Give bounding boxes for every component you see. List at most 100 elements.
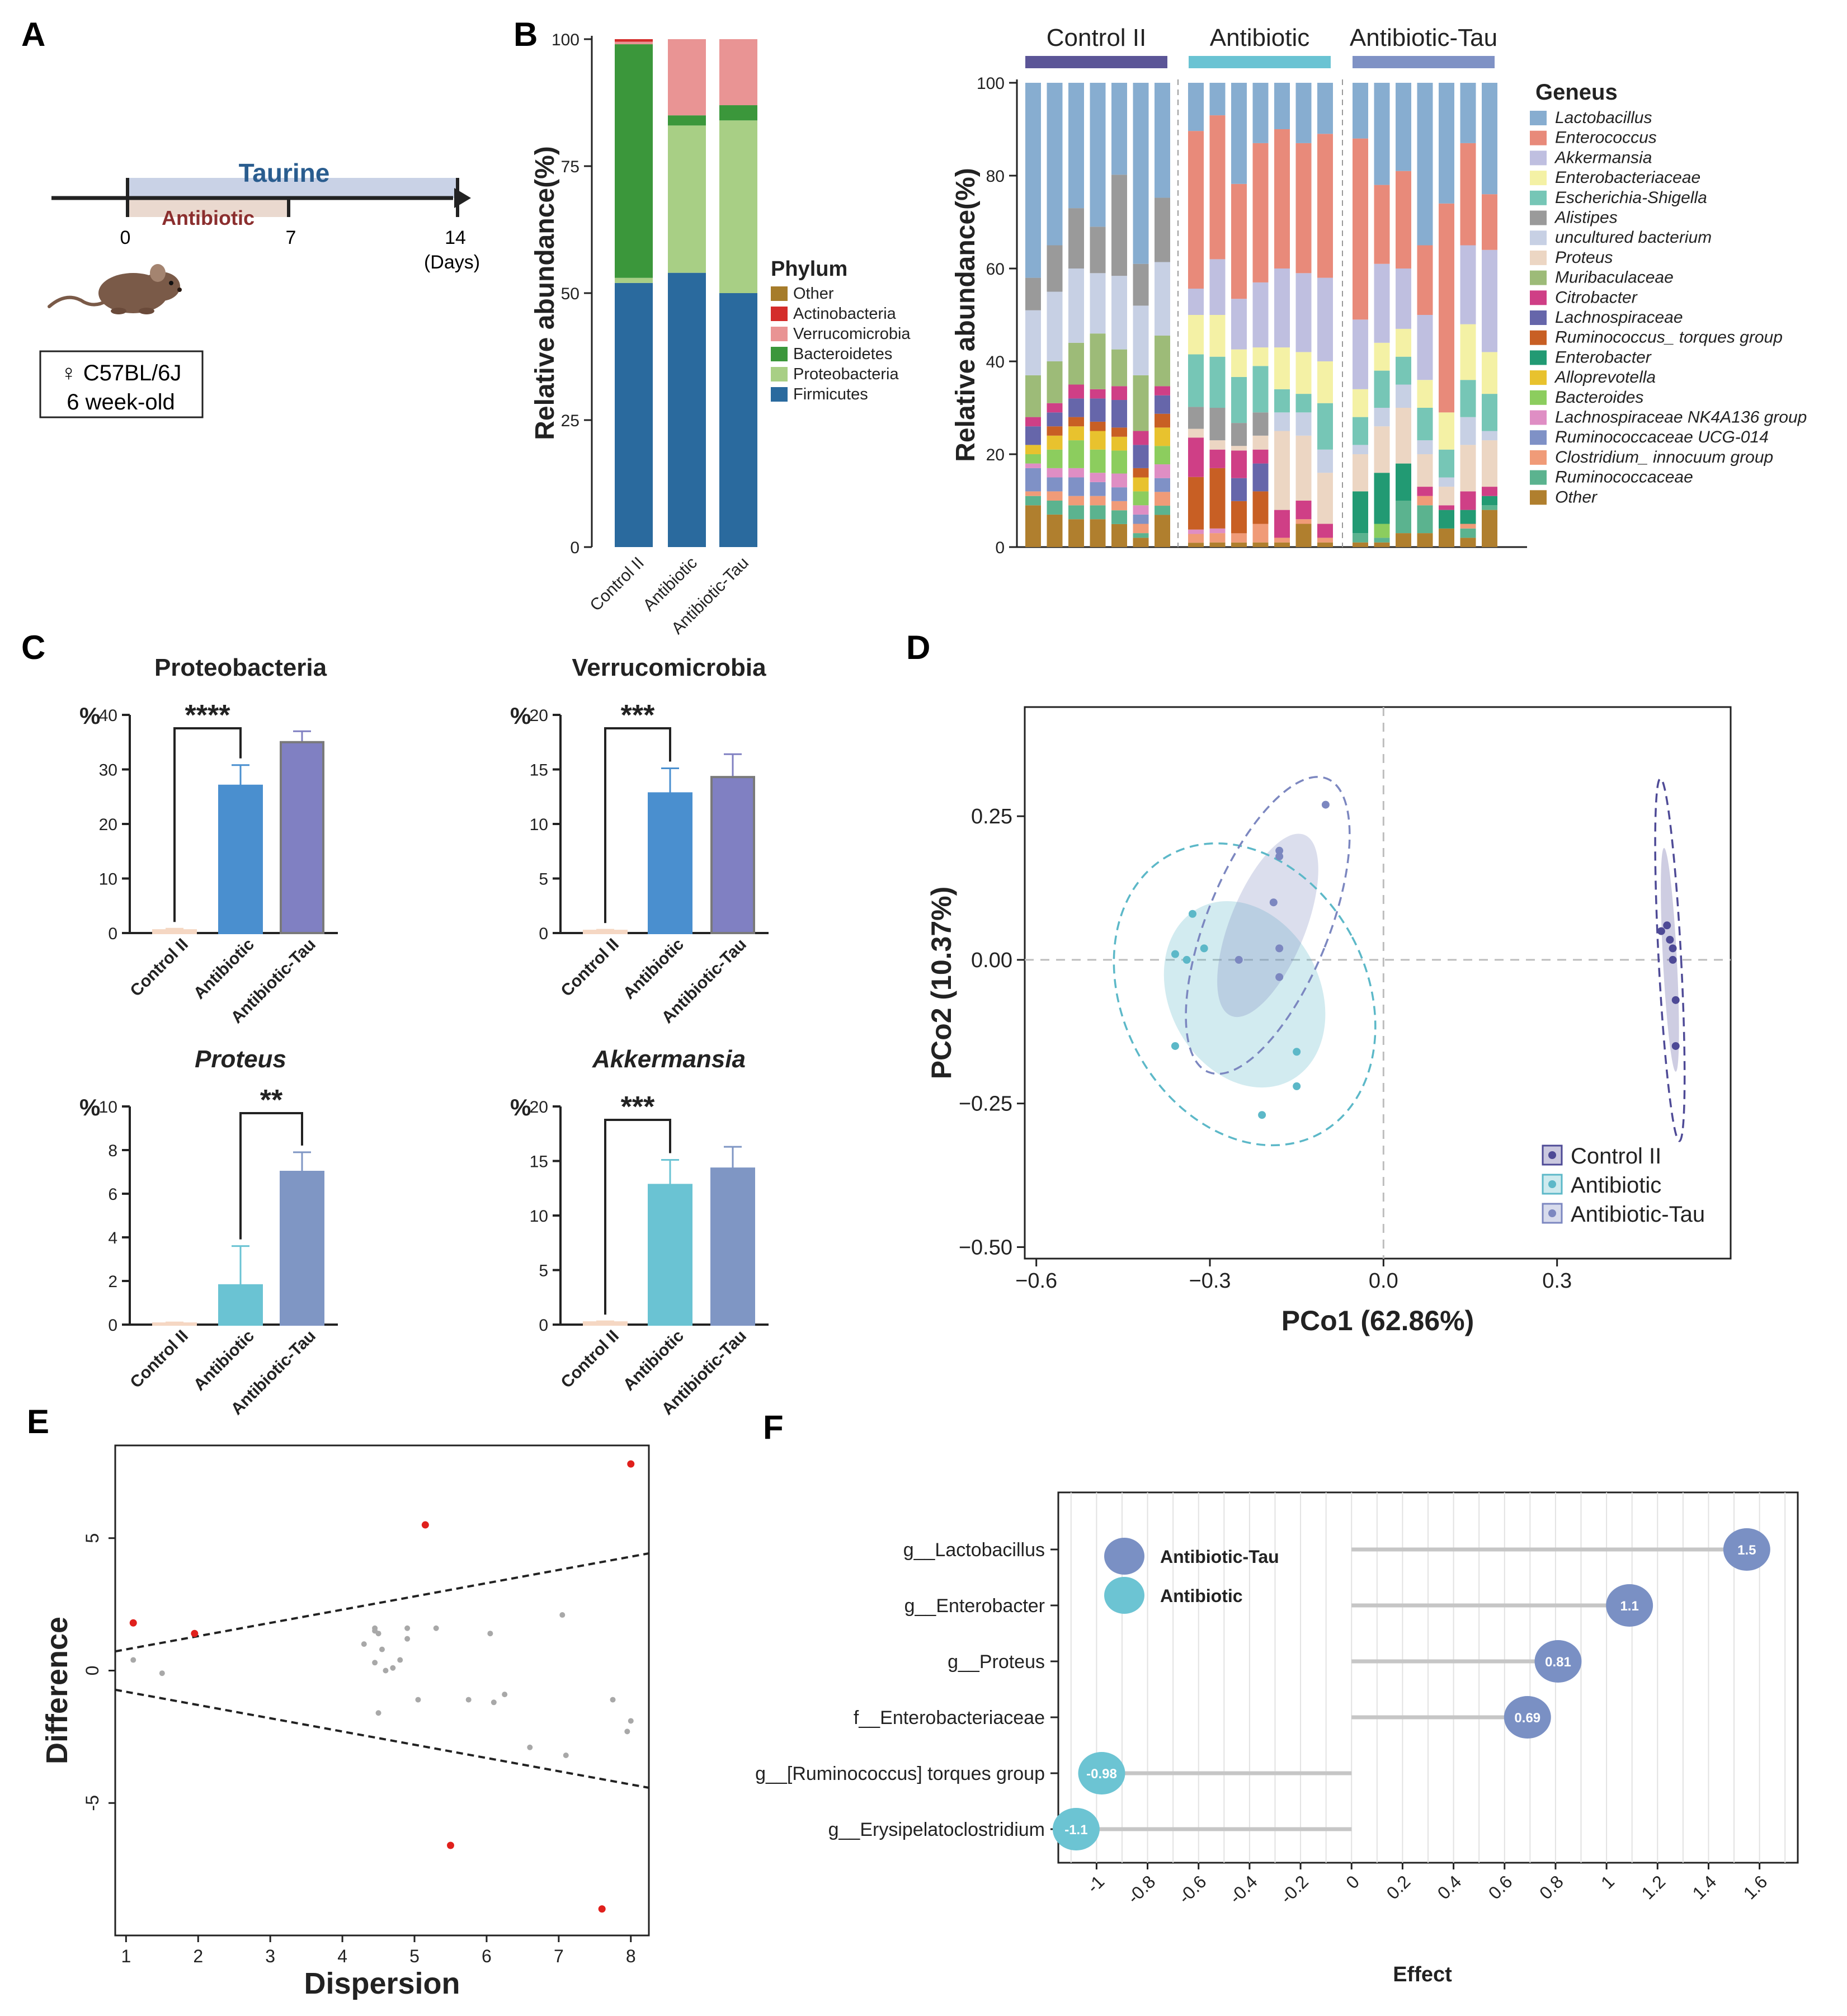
- nonsignificant-point: [624, 1728, 630, 1735]
- bar-segment: [1231, 376, 1247, 423]
- bar-segment: [1274, 347, 1290, 389]
- bar-segment: [1068, 417, 1084, 427]
- bar-segment: [1231, 478, 1247, 501]
- bar-segment: [1090, 431, 1106, 450]
- category-label: g__[Ruminococcus] torques group: [755, 1763, 1045, 1784]
- bar-segment: [1417, 487, 1433, 496]
- legend-swatch: [1530, 390, 1547, 405]
- bar-segment: [1417, 315, 1433, 380]
- bar-segment: [1068, 519, 1084, 547]
- y-tick-label: 30: [99, 761, 117, 780]
- bar-segment: [1295, 273, 1312, 352]
- x-tick-label: Control II: [127, 1327, 192, 1392]
- significant-point: [421, 1521, 429, 1529]
- taurine-period-bar: [128, 178, 458, 198]
- bar-segment: [1374, 408, 1390, 427]
- bar-segment: [1417, 533, 1433, 547]
- bar-segment: [1047, 412, 1063, 427]
- bar-segment: [615, 282, 653, 547]
- panel-letter-e: E: [27, 1403, 49, 1440]
- group-header: Antibiotic: [1210, 24, 1310, 51]
- bar-segment: [1155, 395, 1170, 414]
- y-tick-label: 20: [530, 706, 548, 725]
- bar-segment: [1252, 83, 1269, 143]
- legend-label: Antibiotic: [1160, 1586, 1243, 1606]
- bar-segment: [1155, 506, 1170, 515]
- x-tick-label: 8: [626, 1946, 636, 1966]
- significant-point: [191, 1629, 199, 1637]
- data-point: [1657, 927, 1665, 935]
- x-tick-label: Antibiotic: [620, 935, 687, 1003]
- bar-segment: [1155, 413, 1170, 428]
- group-header-bar: [1353, 56, 1495, 68]
- y-tick-label: 15: [530, 761, 548, 780]
- bar-segment: [1111, 386, 1127, 401]
- y-axis-unit: %: [510, 703, 531, 729]
- bar-segment: [1460, 324, 1476, 380]
- bar-segment: [1482, 352, 1497, 394]
- bar-segment: [1460, 417, 1476, 445]
- nonsignificant-point: [491, 1699, 497, 1706]
- y-tick-label: 0: [82, 1666, 102, 1676]
- bar-segment: [1353, 491, 1368, 534]
- value-label: 1.5: [1737, 1543, 1756, 1558]
- bar-segment: [1090, 398, 1106, 422]
- bar-segment: [1295, 143, 1312, 274]
- bar-segment: [1133, 263, 1149, 306]
- bar-segment: [1090, 496, 1106, 506]
- data-point: [1666, 935, 1674, 944]
- x-tick-label: 6: [482, 1946, 492, 1966]
- bar-segment: [1231, 542, 1247, 547]
- bar-segment: [1482, 194, 1497, 250]
- bar-segment: [1353, 445, 1368, 454]
- legend-swatch: [1530, 270, 1547, 285]
- bar-segment: [1025, 491, 1041, 496]
- legend-label: uncultured bacterium: [1555, 228, 1712, 247]
- bar-segment: [1111, 400, 1127, 428]
- chart-title: Verrucomicrobia: [572, 654, 766, 681]
- y-tick-label: −0.50: [959, 1236, 1012, 1259]
- x-tick-label: 0.8: [1535, 1871, 1567, 1903]
- bar-segment: [1231, 501, 1247, 534]
- bar-segment: [1188, 477, 1204, 530]
- legend-swatch: [771, 286, 788, 301]
- bar-segment: [1317, 449, 1333, 473]
- nonsignificant-point: [465, 1697, 472, 1703]
- bar-segment: [1231, 83, 1247, 184]
- legend-label: Other: [793, 285, 834, 303]
- bar: [152, 1322, 197, 1326]
- bar-segment: [1155, 446, 1170, 465]
- nonsignificant-point: [375, 1710, 381, 1716]
- value-label: -1.1: [1064, 1822, 1087, 1838]
- bar-segment: [1025, 277, 1041, 310]
- strain-info-box: ♀ C57BL/6J 6 week-old: [39, 350, 204, 418]
- y-tick-label: 40: [986, 353, 1005, 371]
- bar: [583, 930, 628, 934]
- legend-swatch: [1530, 171, 1547, 186]
- legend-label: Firmicutes: [793, 385, 868, 403]
- strain-label: ♀ C57BL/6J: [60, 361, 182, 385]
- chart-title: Proteobacteria: [154, 654, 327, 681]
- bar-segment: [1460, 445, 1476, 492]
- significance-label: **: [260, 1084, 283, 1117]
- bar-segment: [1133, 375, 1149, 431]
- bar-segment: [1133, 305, 1149, 375]
- bar-segment: [1353, 83, 1368, 139]
- bar-segment: [1133, 431, 1149, 445]
- bar-segment: [1068, 477, 1084, 496]
- bar-segment: [1295, 519, 1312, 524]
- y-tick-label: 20: [530, 1098, 548, 1117]
- legend-label: Bacteroidetes: [793, 345, 892, 363]
- lollipop-head: [1606, 1584, 1653, 1627]
- legend-label: Clostridium_ innocuum group: [1555, 448, 1773, 467]
- legend-label: Enterobacteriaceae: [1555, 168, 1700, 187]
- legend-dot: [1548, 1180, 1556, 1188]
- bar-segment: [1155, 335, 1170, 387]
- bar-segment: [1231, 450, 1247, 478]
- bar-segment: [1231, 183, 1247, 299]
- significance-bracket: [604, 1119, 671, 1315]
- bar-segment: [1439, 412, 1454, 450]
- bar-segment: [1090, 482, 1106, 496]
- bar-segment: [1482, 394, 1497, 431]
- bar-segment: [1295, 501, 1312, 520]
